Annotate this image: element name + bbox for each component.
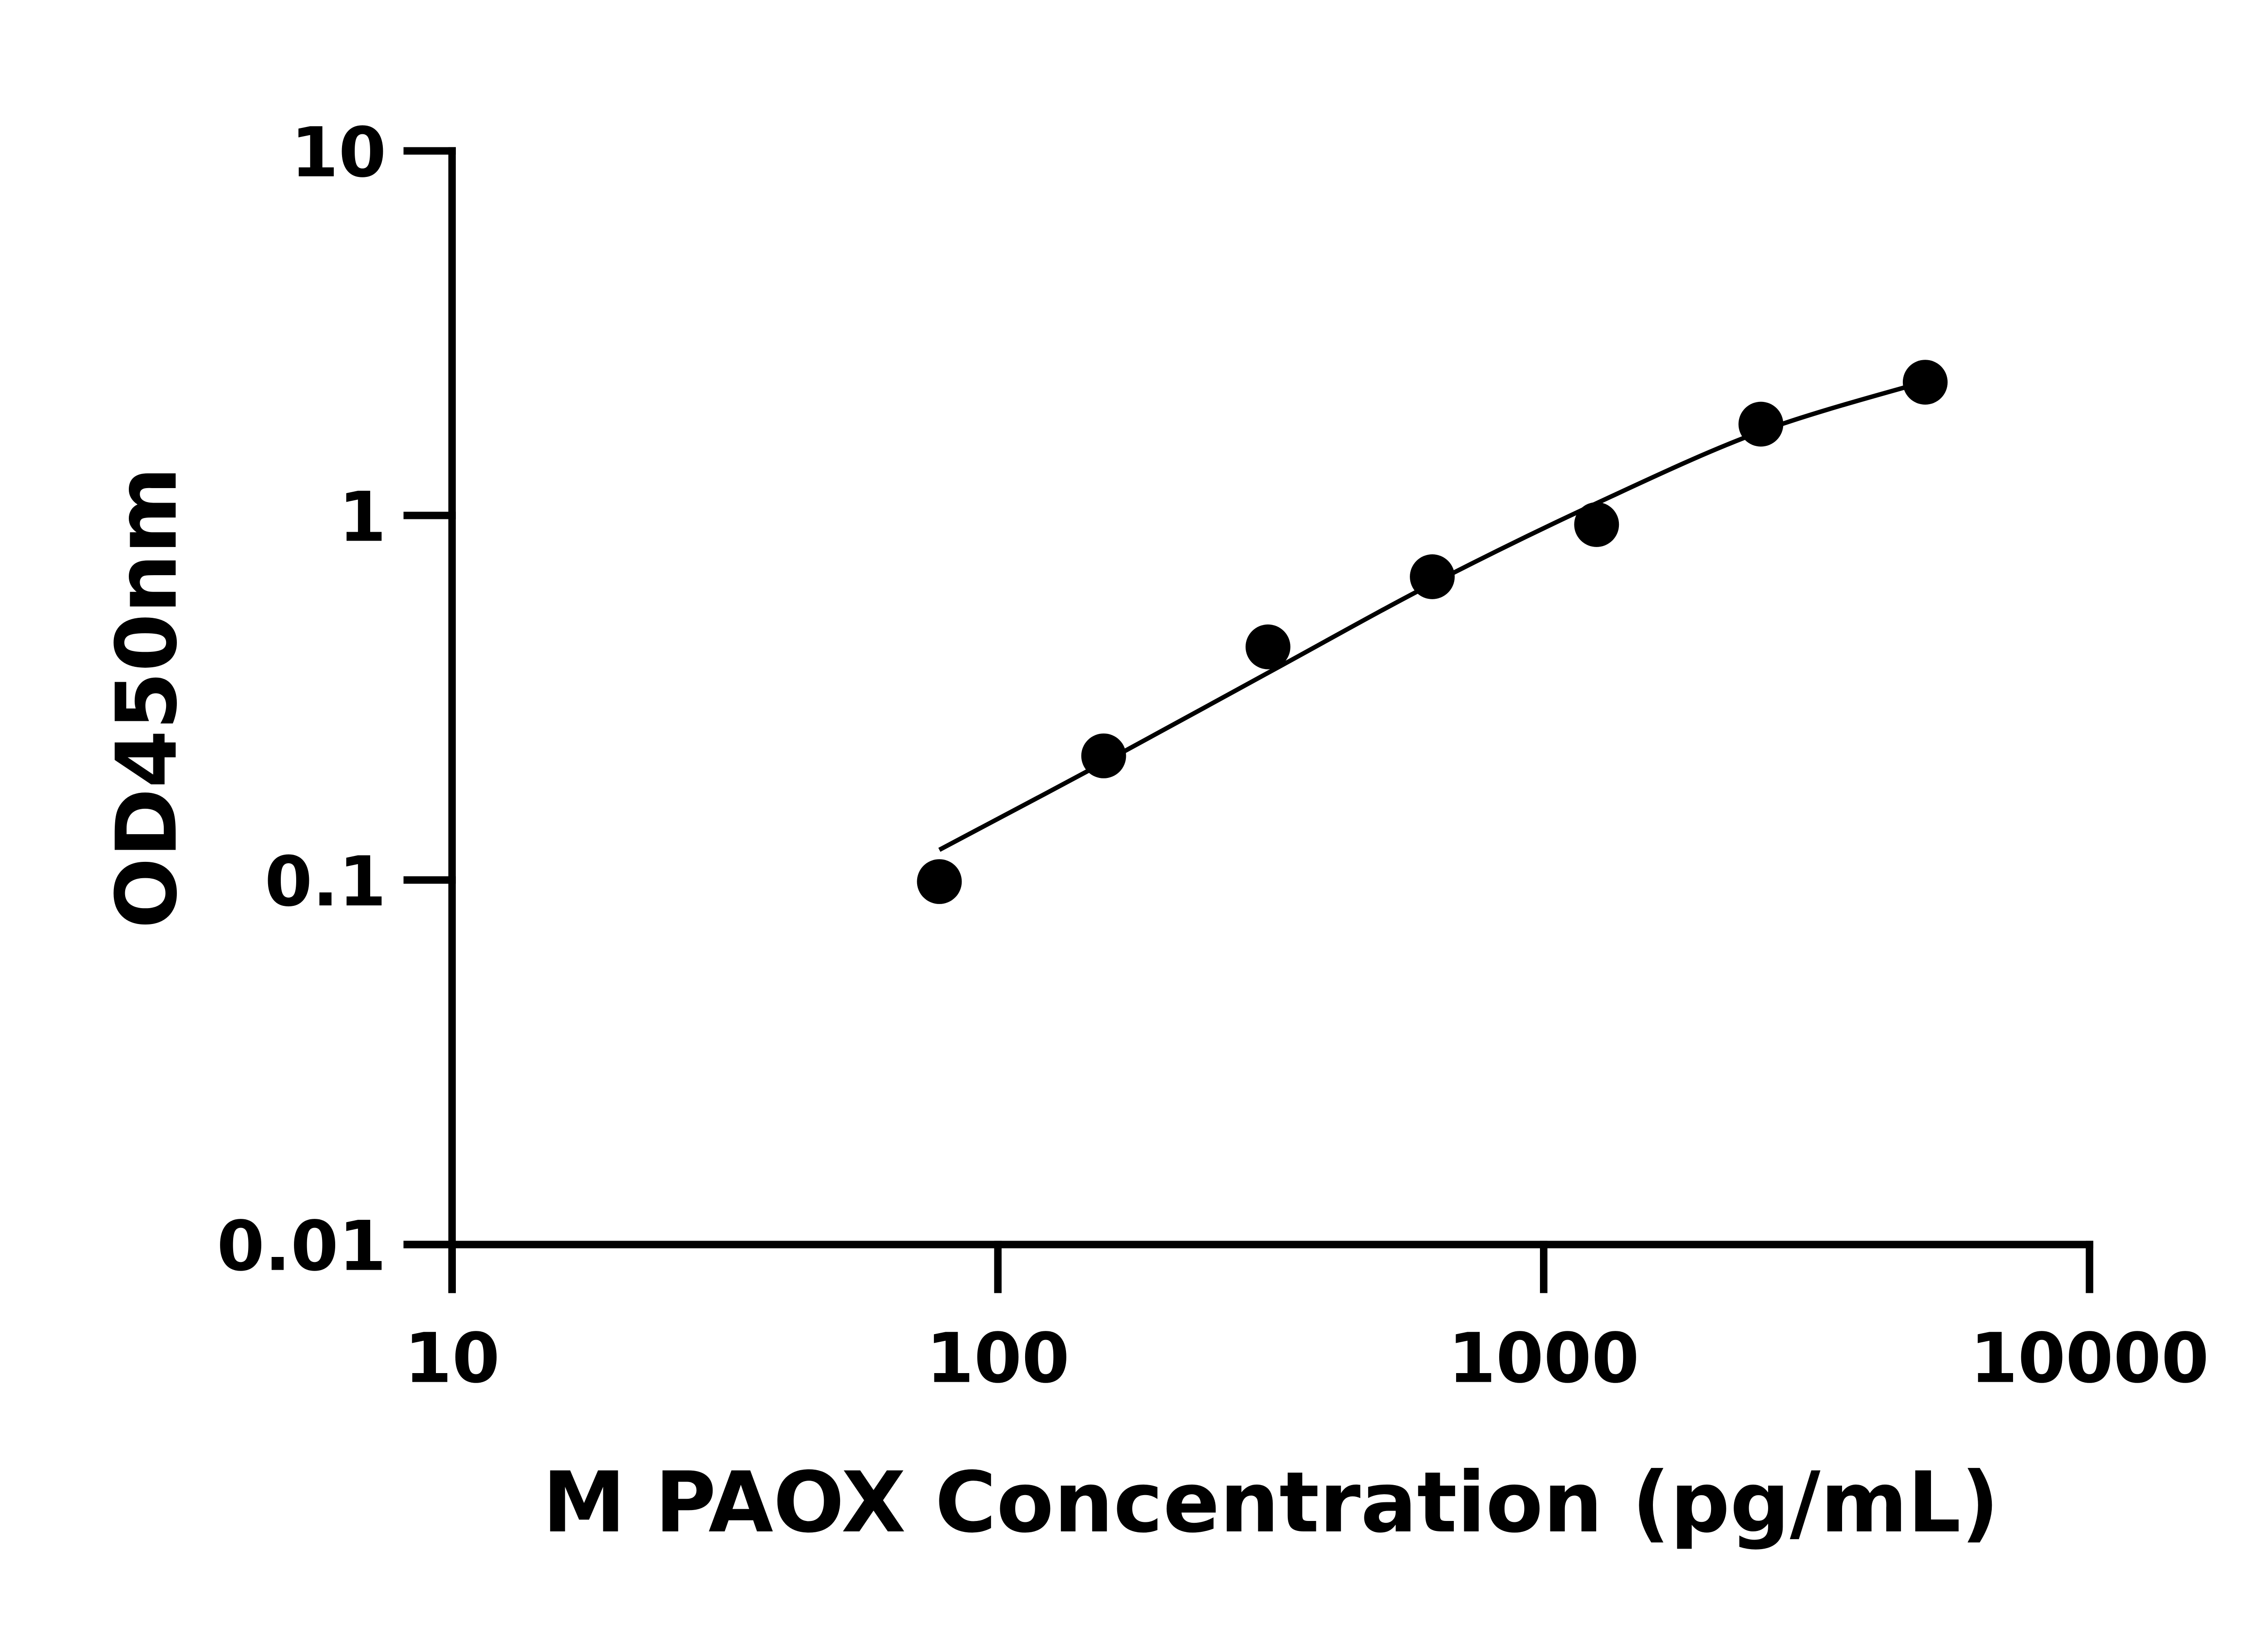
- tick-labels: 10 100 1000 10000 0.01 0.1 1 10: [217, 112, 2209, 1398]
- data-point: [1738, 401, 1784, 447]
- x-axis-label: M PAOX Concentration (pg/mL): [543, 1454, 1999, 1551]
- y-tick-label: 10: [291, 112, 386, 193]
- x-tick-label: 1000: [1448, 1318, 1639, 1398]
- y-tick-label: 0.01: [217, 1206, 386, 1286]
- axes: [403, 147, 2093, 1293]
- y-axis-label: OD450nm: [98, 467, 196, 929]
- data-point: [1902, 360, 1948, 405]
- data-point: [917, 859, 962, 904]
- data-point: [1245, 624, 1290, 670]
- data-point: [1410, 554, 1455, 599]
- data-points: [917, 360, 1948, 904]
- fit-curve: [938, 379, 1926, 852]
- y-tick-label: 0.1: [264, 841, 386, 922]
- data-point: [1574, 502, 1619, 547]
- x-tick-label: 10000: [1970, 1318, 2209, 1398]
- data-point: [1081, 733, 1126, 778]
- x-tick-label: 100: [926, 1318, 1070, 1398]
- y-tick-label: 1: [338, 477, 386, 557]
- x-tick-label: 10: [404, 1318, 500, 1398]
